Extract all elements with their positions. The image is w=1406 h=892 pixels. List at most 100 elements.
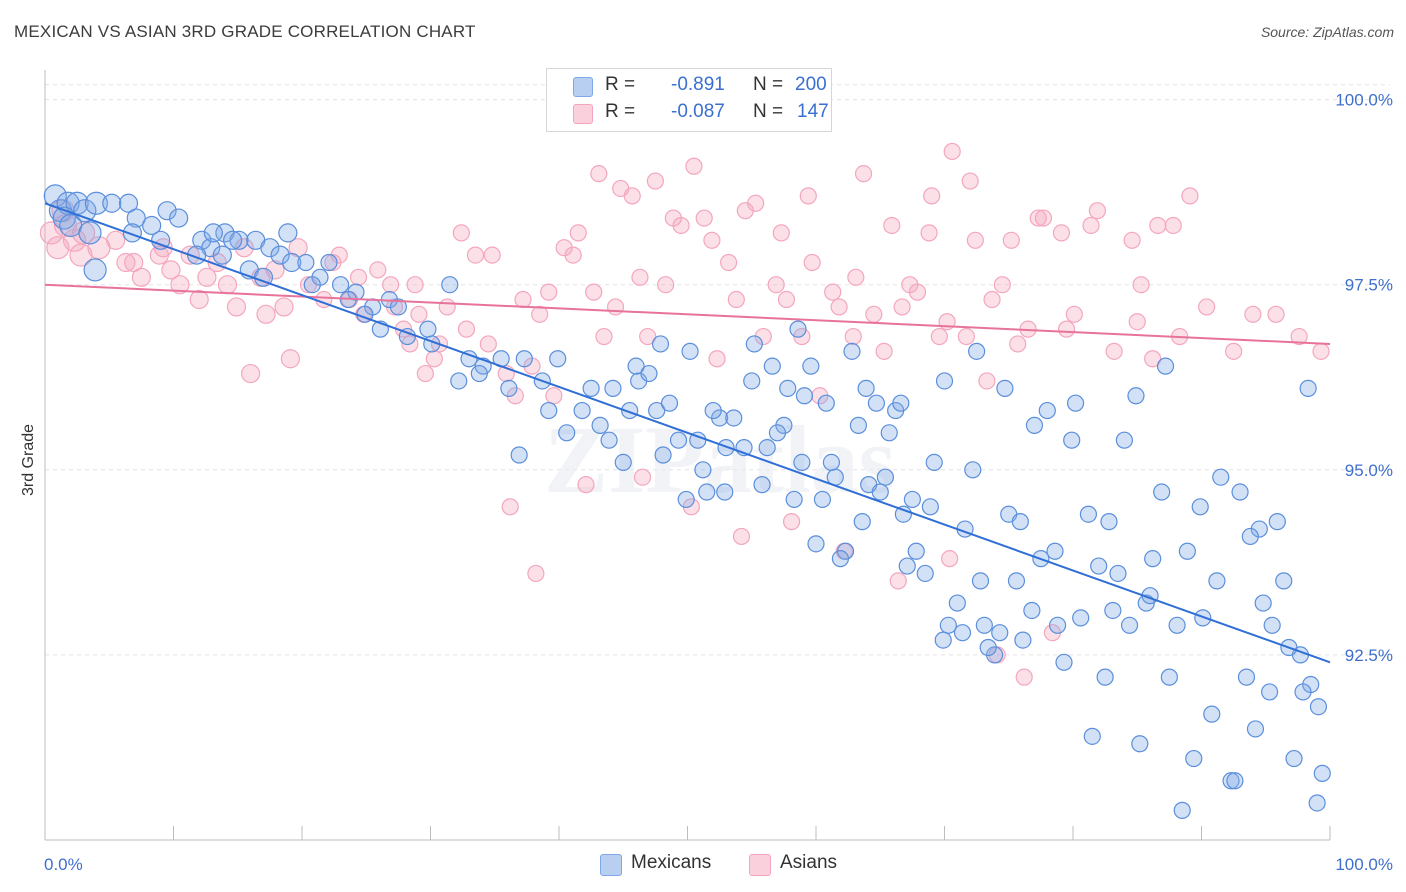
mexicans-point [1063, 431, 1081, 449]
mexicans-point [822, 453, 841, 472]
mexicans-point [758, 438, 776, 457]
trend-lines [44, 202, 1331, 664]
asians-point [564, 246, 582, 264]
asians-point [1088, 202, 1107, 220]
mexicans-point [282, 252, 302, 273]
mexicans-point [813, 490, 832, 509]
asians-point [664, 209, 682, 227]
asians-point [957, 327, 975, 346]
mexicans-point [871, 483, 889, 501]
asians-point [197, 267, 217, 287]
asians-point [349, 268, 368, 286]
asians-point [527, 564, 545, 583]
mexicans-trend-line [44, 202, 1331, 664]
mexicans-point [169, 208, 189, 228]
asians-point [466, 246, 485, 264]
chart-title: MEXICAN VS ASIAN 3RD GRADE CORRELATION C… [14, 22, 476, 41]
mexicans-legend-label: Mexicans [631, 852, 712, 873]
asians-point [631, 268, 649, 286]
asians-point [1015, 668, 1033, 686]
asians-points [39, 142, 1330, 686]
mexicans-point [515, 350, 533, 368]
mexicans-point [677, 490, 695, 509]
mexicans-point [1261, 683, 1279, 701]
asians-point [854, 165, 873, 183]
asians-point [106, 230, 126, 250]
mexicans-point [470, 364, 488, 383]
asians-point [382, 276, 400, 294]
asians-point [274, 297, 294, 317]
mexicans-point [1025, 416, 1044, 434]
mexicans-point [1083, 727, 1101, 745]
mexicans-legend-swatch [600, 854, 622, 876]
mexicans-point [1127, 387, 1145, 405]
mexicans-point [573, 401, 591, 420]
mexicans-point [223, 230, 243, 250]
asians-point [657, 276, 675, 294]
legend: R = -0.891 N = 200 R = -0.087 N = 147 [546, 68, 832, 132]
mexicans-point [1263, 616, 1281, 634]
mexicans-point [934, 631, 952, 649]
mexicans-point [743, 372, 761, 390]
asians-swatch [573, 104, 593, 124]
mexicans-point [991, 624, 1009, 642]
asians-point [782, 513, 801, 531]
mexicans-point [1046, 542, 1064, 560]
asians-point [703, 231, 721, 249]
mexicans-point [975, 616, 993, 634]
mexicans-point [1066, 394, 1085, 412]
mexicans-point [802, 357, 820, 375]
mexicans-point [600, 431, 618, 449]
mexicans-point [500, 379, 518, 397]
asians-legend-swatch [749, 854, 771, 876]
mexicans-point [604, 379, 622, 397]
legend-r-label: R = [605, 101, 636, 122]
mexicans-point [1246, 720, 1265, 738]
mexicans-point [1115, 431, 1134, 449]
legend-n-value: 147 [797, 101, 829, 122]
asians-point [883, 216, 901, 235]
asians-point [747, 194, 765, 212]
mexicans-point [151, 230, 171, 250]
mexicans-point [1226, 772, 1244, 790]
mexicans-point [753, 476, 771, 494]
asians-point [901, 276, 919, 294]
asians-point [161, 260, 181, 280]
mexicans-point [419, 320, 437, 338]
asians-point [708, 350, 726, 368]
asians-point [930, 327, 948, 346]
asians-point [983, 290, 1001, 309]
mexicans-point [157, 201, 177, 221]
mexicans-point [1079, 505, 1098, 523]
asians-point [416, 364, 434, 383]
mexicans-point [843, 342, 861, 360]
mexicans-point [968, 342, 986, 360]
mexicans-point [1309, 698, 1328, 716]
mexicans-point [460, 350, 478, 368]
mexicans-point [540, 401, 558, 420]
asians-point [830, 298, 848, 316]
asians-point [799, 187, 817, 205]
asians-point [920, 224, 938, 242]
mexicans-point [651, 335, 670, 353]
mexicans-point [212, 245, 232, 265]
mexicans-point [1294, 683, 1312, 701]
mexicans-point [1100, 513, 1118, 531]
mexicans-point [779, 379, 797, 397]
mexicans-point [1313, 764, 1331, 782]
mexicans-point [614, 453, 632, 472]
asians-point [501, 498, 519, 516]
mexicans-point [278, 223, 298, 243]
asians-point [1198, 298, 1216, 316]
asians-point [646, 172, 664, 190]
mexicans-point [510, 446, 528, 464]
mexicans-point [582, 379, 600, 397]
y-tick-label: 100.0% [1335, 91, 1393, 110]
mexicans-point [83, 258, 107, 282]
y-tick-label: 95.0% [1345, 461, 1393, 480]
asians-point [727, 290, 745, 309]
mexicans-point [789, 320, 807, 338]
mexicans-point [1299, 379, 1317, 397]
asians-point [425, 350, 443, 368]
mexicans-point [916, 564, 934, 583]
